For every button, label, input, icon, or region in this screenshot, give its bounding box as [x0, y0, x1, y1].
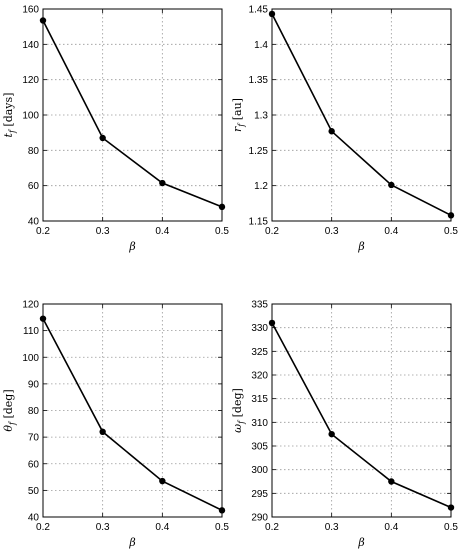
- y-tick-label: 310: [251, 418, 268, 429]
- y-tick-label: 60: [28, 459, 40, 470]
- x-tick-label: 0.5: [444, 226, 458, 237]
- chart-panel-1: 0.2 0.3 0.4 0.5 40 60 80 100 120 140 160 β tf [days]: [2, 5, 229, 254]
- x-tick-label: 0.2: [36, 226, 50, 237]
- data-point: [447, 504, 455, 511]
- y-tick-label: 330: [251, 323, 268, 334]
- x-axis-label: β: [357, 536, 364, 549]
- y-tick-label: 50: [28, 486, 40, 497]
- x-tick-label: 0.5: [215, 522, 229, 533]
- x-axis-label: β: [128, 240, 135, 253]
- data-point: [447, 212, 455, 219]
- data-point: [218, 507, 226, 514]
- x-tick-label: 0.4: [155, 226, 169, 237]
- series-line: [42, 20, 223, 208]
- y-tick-label: 1.4: [254, 40, 268, 51]
- x-tick-label: 0.5: [444, 522, 458, 533]
- chart-panel-3: 0.2 0.3 0.4 0.5 40 50 60 70 80 90 100 110 120 β θf [de…: [2, 300, 229, 550]
- y-tick-label: 1.3: [254, 111, 268, 122]
- y-tick-label: 320: [251, 371, 268, 382]
- y-tick-label: 70: [28, 433, 40, 444]
- y-tick-label: 305: [251, 442, 268, 453]
- data-point: [159, 477, 166, 485]
- x-tick-label: 0.3: [325, 522, 339, 533]
- y-tick-label: 80: [28, 406, 40, 417]
- y-tick-label: 100: [22, 111, 39, 122]
- y-tick-label: 140: [22, 40, 39, 51]
- y-tick-label: 60: [28, 181, 40, 192]
- series-line: [42, 318, 223, 512]
- y-axis-label: ωf [deg]: [231, 388, 246, 433]
- y-tick-label: 1.2: [254, 181, 268, 192]
- series-line: [271, 322, 452, 509]
- y-tick-label: 40: [28, 513, 40, 524]
- y-tick-label: 1.35: [249, 75, 269, 86]
- x-tick-label: 0.4: [384, 522, 398, 533]
- data-point: [99, 134, 106, 142]
- plot-area: [271, 303, 452, 518]
- chart-panel-4: 0.2 0.3 0.4 0.5 290 295 300 305 310 315 320 325 330 3…: [231, 300, 458, 550]
- y-tick-label: 300: [251, 465, 268, 476]
- data-point: [39, 315, 47, 322]
- x-tick-label: 0.2: [36, 522, 50, 533]
- x-axis-label: β: [128, 536, 135, 549]
- data-point: [159, 179, 166, 187]
- y-tick-label: 100: [22, 353, 39, 364]
- x-tick-label: 0.3: [96, 522, 110, 533]
- chart-panel-2: 0.2 0.3 0.4 0.5 1.15 1.2 1.25 1.3 1.35 1.4 1.45 β rf…: [231, 5, 458, 254]
- x-tick-label: 0.5: [215, 226, 229, 237]
- y-tick-label: 1.15: [249, 217, 269, 228]
- data-point: [388, 181, 395, 189]
- x-tick-label: 0.3: [325, 226, 339, 237]
- y-axis-label: rf [au]: [231, 98, 246, 132]
- y-tick-label: 80: [28, 146, 40, 157]
- data-point: [218, 203, 226, 211]
- y-tick-label: 1.45: [249, 5, 269, 16]
- y-tick-label: 325: [251, 347, 268, 358]
- data-point: [328, 128, 335, 135]
- x-tick-label: 0.4: [155, 522, 169, 533]
- y-tick-label: 290: [251, 513, 268, 524]
- y-tick-label: 110: [23, 326, 39, 337]
- y-tick-label: 335: [251, 300, 268, 311]
- y-tick-label: 1.25: [249, 146, 269, 157]
- x-tick-label: 0.4: [384, 226, 398, 237]
- y-tick-label: 295: [251, 489, 268, 500]
- y-axis-label: tf [days]: [2, 93, 17, 138]
- x-axis-label: β: [357, 240, 364, 253]
- x-tick-label: 0.2: [265, 522, 279, 533]
- data-point: [268, 319, 276, 327]
- data-point: [328, 430, 335, 438]
- y-axis-label: θf [deg]: [2, 389, 17, 431]
- x-tick-label: 0.3: [96, 226, 110, 237]
- y-tick-label: 120: [22, 75, 39, 86]
- y-tick-label: 40: [28, 217, 40, 228]
- y-tick-label: 315: [251, 394, 268, 405]
- y-tick-label: 160: [22, 5, 39, 16]
- y-tick-label: 120: [22, 300, 39, 311]
- data-point: [388, 478, 395, 485]
- data-point: [99, 428, 106, 435]
- x-tick-label: 0.2: [265, 226, 279, 237]
- y-tick-label: 90: [28, 379, 40, 390]
- series-line: [271, 13, 452, 217]
- data-point: [268, 10, 276, 18]
- data-point: [39, 17, 47, 24]
